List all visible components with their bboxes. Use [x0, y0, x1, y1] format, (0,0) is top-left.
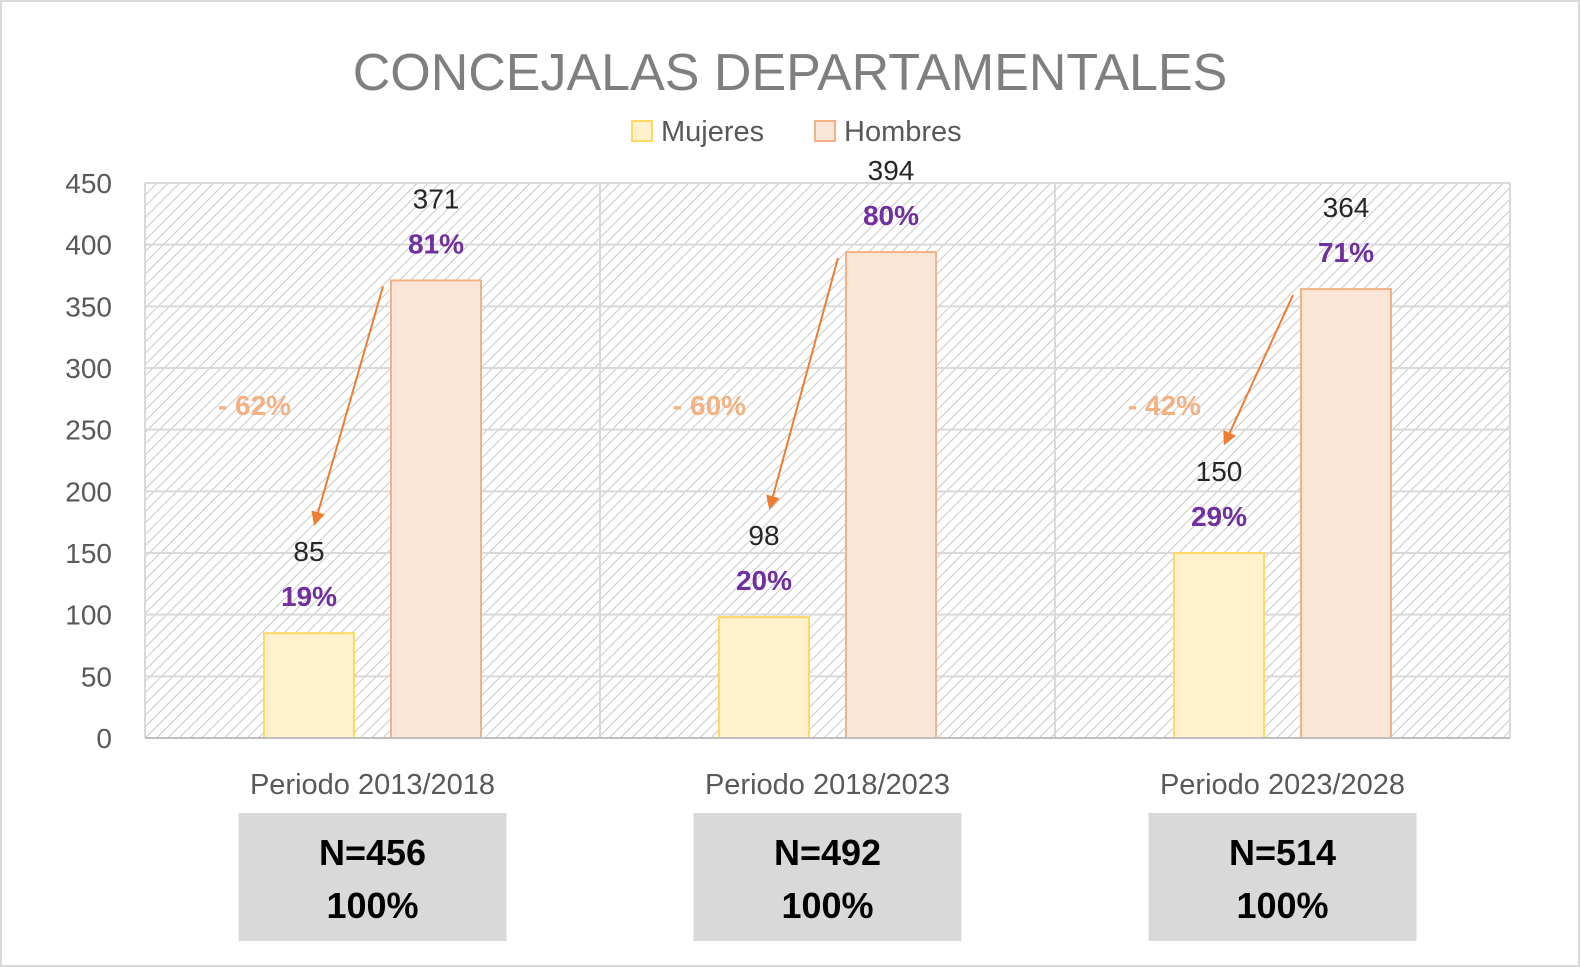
legend: Mujeres Hombres: [631, 116, 962, 148]
percent-label-hombres: 71%: [1318, 237, 1374, 268]
percent-label-hombres: 81%: [408, 228, 464, 259]
y-tick-label: 150: [65, 538, 112, 569]
bar-hombres-1: [390, 279, 482, 739]
x-category-label: Periodo 2018/2023: [705, 769, 950, 801]
y-tick-label: 400: [65, 230, 112, 261]
total-n-label: N=456: [319, 832, 426, 873]
total-box: [238, 813, 507, 941]
total-box: [1148, 813, 1417, 941]
x-category-label: Periodo 2023/2028: [1160, 769, 1405, 801]
y-tick-label: 350: [65, 291, 112, 322]
total-percent-label: 100%: [1236, 885, 1328, 926]
y-axis: 0 50 100 150 200 250 300 350 400 450: [65, 168, 112, 754]
percent-label-mujeres: 29%: [1191, 501, 1247, 532]
percent-label-hombres: 80%: [863, 200, 919, 231]
x-category-label: Periodo 2013/2018: [250, 769, 495, 801]
gap-label: - 42%: [1128, 390, 1201, 421]
total-n-label: N=514: [1229, 832, 1336, 873]
x-axis: Periodo 2013/2018 Periodo 2018/2023 Period…: [145, 737, 1510, 801]
legend-label-mujeres: Mujeres: [661, 116, 764, 148]
value-label-mujeres: 98: [748, 520, 779, 551]
gap-arrow: [1223, 294, 1294, 446]
legend-swatch-mujeres: [631, 120, 653, 142]
gap-label: - 62%: [218, 390, 291, 421]
total-box: [693, 813, 962, 941]
total-percent-label: 100%: [326, 885, 418, 926]
bar-mujeres-1: [263, 632, 355, 740]
total-percent-label: 100%: [781, 885, 873, 926]
plot-area: [145, 183, 1510, 738]
total-n-label: N=492: [774, 832, 881, 873]
legend-swatch-hombres: [814, 120, 836, 142]
data-labels: 85 19% 371 81% - 62% 98 20% 394 80% - 60% 150 29% 36…: [218, 155, 1374, 612]
total-boxes: N=456 100% N=492 100% N=514 100%: [238, 813, 1417, 941]
gap-label: - 60%: [673, 390, 746, 421]
bar-hombres-2: [845, 251, 937, 739]
y-tick-label: 300: [65, 353, 112, 384]
legend-label-hombres: Hombres: [844, 116, 962, 148]
y-tick-label: 50: [81, 661, 112, 692]
percent-label-mujeres: 19%: [281, 581, 337, 612]
gap-arrow: [311, 286, 384, 526]
bars: [263, 251, 1392, 740]
chart-title: CONCEJALAS DEPARTAMENTALES: [353, 44, 1228, 102]
gap-arrow: [766, 257, 839, 510]
y-tick-label: 200: [65, 476, 112, 507]
y-tick-label: 0: [96, 723, 112, 754]
value-label-hombres: 364: [1323, 192, 1370, 223]
value-label-mujeres: 150: [1196, 456, 1243, 487]
percent-label-mujeres: 20%: [736, 565, 792, 596]
bar-mujeres-3: [1173, 552, 1265, 739]
y-tick-label: 100: [65, 600, 112, 631]
value-label-hombres: 371: [413, 183, 460, 214]
value-label-hombres: 394: [868, 155, 915, 186]
y-tick-label: 250: [65, 415, 112, 446]
y-tick-label: 450: [65, 168, 112, 199]
value-label-mujeres: 85: [293, 536, 324, 567]
bar-hombres-3: [1300, 288, 1392, 739]
gap-arrows: [311, 257, 1294, 526]
bar-mujeres-2: [718, 616, 810, 740]
